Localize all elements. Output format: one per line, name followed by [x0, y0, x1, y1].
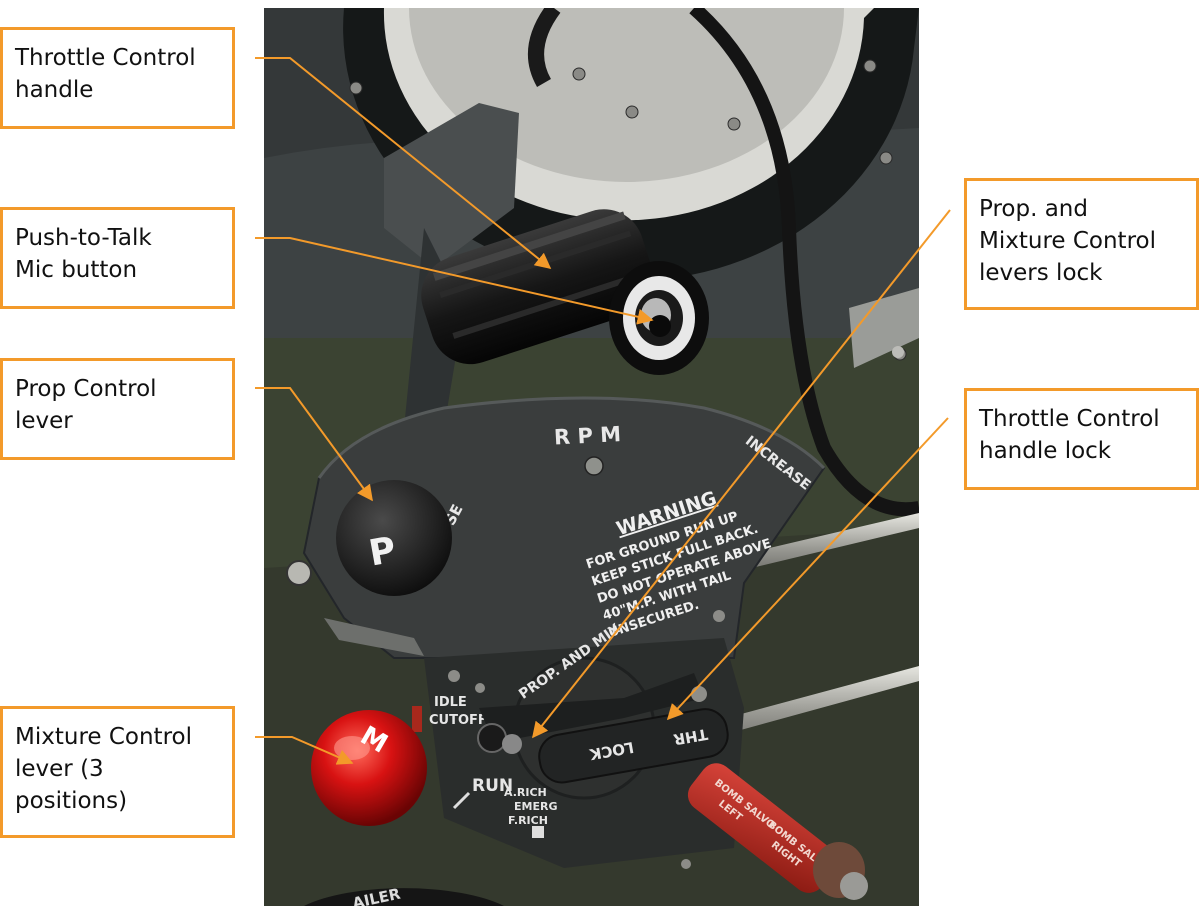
- callout-line: Mixture Control: [979, 228, 1156, 254]
- callout-line: handle: [15, 77, 94, 103]
- callout-prop-mixture-lock: Prop. and Mixture Control levers lock: [964, 178, 1199, 310]
- cutoff-label: CUTOFF: [429, 713, 487, 728]
- f-rich-label: F.RICH: [508, 814, 548, 827]
- callout-mixture-control-lever: Mixture Control lever (3 positions): [0, 706, 235, 838]
- idle-label: IDLE: [434, 695, 467, 710]
- callout-line: Mic button: [15, 257, 138, 283]
- mixture-control-knob: M: [311, 710, 427, 826]
- callout-line: handle lock: [979, 438, 1112, 464]
- a-rich-label: A.RICH: [504, 786, 547, 799]
- callout-line: Throttle Control: [979, 406, 1160, 432]
- run-label: RUN: [472, 776, 513, 796]
- emerg-label: EMERG: [514, 800, 557, 813]
- callout-line: Push-to-Talk: [15, 225, 152, 251]
- rpm-label: R P M: [553, 422, 621, 449]
- throttle-quadrant-image: R P M INCREASE SE WARNING FOR GROUND RUN…: [264, 8, 919, 906]
- prop-control-knob: P: [336, 480, 452, 596]
- callout-line: Prop. and: [979, 196, 1088, 222]
- callout-push-to-talk: Push-to-Talk Mic button: [0, 207, 235, 309]
- callout-throttle-control-handle: Throttle Control handle: [0, 27, 235, 129]
- callout-line: lever (3: [15, 756, 104, 782]
- callout-line: Prop Control: [15, 376, 157, 402]
- callout-line: Mixture Control: [15, 724, 192, 750]
- callout-prop-control-lever: Prop Control lever: [0, 358, 235, 460]
- callout-line: levers lock: [979, 260, 1103, 286]
- callout-line: Throttle Control: [15, 45, 196, 71]
- callout-line: positions): [15, 788, 128, 814]
- callout-throttle-handle-lock: Throttle Control handle lock: [964, 388, 1199, 490]
- callout-line: lever: [15, 408, 73, 434]
